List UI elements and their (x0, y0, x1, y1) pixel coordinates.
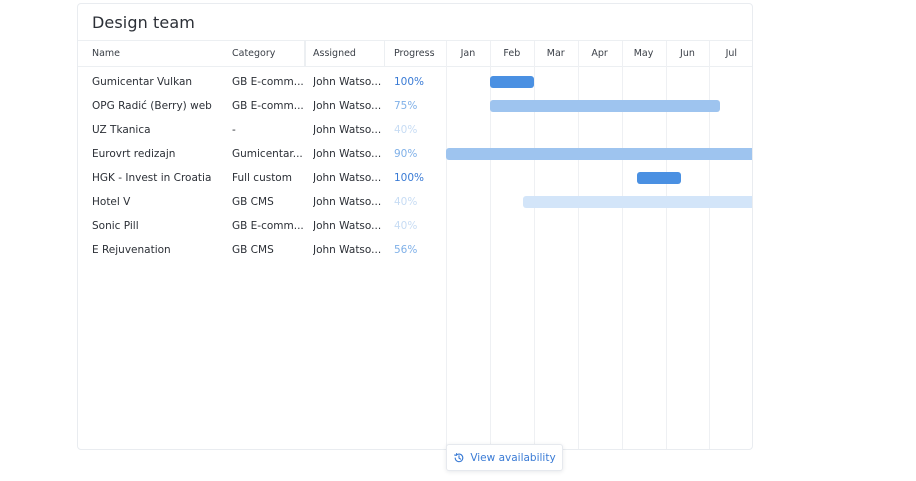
timeline-gridline (489, 41, 491, 449)
project-row[interactable]: OPG Radić (Berry) web GB E-comm... John Wa… (78, 94, 752, 118)
project-name: HGK - Invest in Croatia (92, 172, 212, 184)
project-progress: 100% (394, 172, 425, 184)
table-header: Name Category Assigned Progress Jan Feb Ma… (78, 40, 752, 67)
month-header-jul: Jul (725, 48, 738, 59)
timeline-bar[interactable] (489, 76, 534, 88)
timeline-bar[interactable] (446, 148, 752, 160)
project-progress: 40% (394, 124, 418, 136)
project-category: GB E-comm... (232, 220, 304, 232)
project-row[interactable]: Hotel V GB CMS John Watso... 40% (78, 190, 752, 214)
month-header-apr: Apr (591, 48, 608, 59)
column-header-progress[interactable]: Progress (394, 48, 435, 59)
view-availability-label: View availability (470, 451, 556, 464)
timeline-bar[interactable] (522, 196, 752, 208)
project-row[interactable]: UZ Tkanica - John Watso... 40% (78, 118, 752, 142)
project-name: E Rejuvenation (92, 244, 171, 256)
project-row[interactable]: HGK - Invest in Croatia Full custom John W… (78, 166, 752, 190)
project-category: - (232, 124, 236, 136)
timeline-bar[interactable] (636, 172, 681, 184)
project-name: UZ Tkanica (92, 124, 151, 136)
timeline-gridline (665, 41, 667, 449)
project-progress: 100% (394, 76, 425, 88)
project-progress: 75% (394, 100, 418, 112)
timeline-bar[interactable] (489, 100, 721, 112)
column-divider (304, 41, 305, 67)
timeline-gridline (621, 41, 623, 449)
project-category: GB CMS (232, 196, 274, 208)
timeline-gridline (446, 41, 447, 449)
project-name: Sonic Pill (92, 220, 139, 232)
timeline-gridline (709, 41, 711, 449)
project-assignee: John Watso... (313, 124, 382, 136)
project-progress: 40% (394, 220, 418, 232)
column-divider (305, 41, 306, 67)
project-assignee: John Watso... (313, 220, 382, 232)
view-availability-button[interactable]: View availability (446, 444, 563, 471)
project-assignee: John Watso... (313, 100, 382, 112)
project-category: GB E-comm... (232, 76, 304, 88)
design-team-panel: Design team Name Category Assigned Progr… (77, 3, 753, 450)
project-name: Eurovrt redizajn (92, 148, 176, 160)
project-progress: 90% (394, 148, 418, 160)
month-header-jan: Jan (460, 48, 476, 59)
project-progress: 40% (394, 196, 418, 208)
month-header-may: May (633, 48, 654, 59)
panel-title: Design team (92, 13, 195, 32)
month-header-mar: Mar (546, 48, 565, 59)
project-name: Hotel V (92, 196, 131, 208)
project-assignee: John Watso... (313, 244, 382, 256)
project-category: GB CMS (232, 244, 274, 256)
project-assignee: John Watso... (313, 196, 382, 208)
history-clock-icon (453, 452, 465, 464)
project-row[interactable]: Eurovrt redizajn Gumicentar... John Watso.… (78, 142, 752, 166)
project-name: Gumicentar Vulkan (92, 76, 193, 88)
project-category: Full custom (232, 172, 292, 184)
project-row[interactable]: Gumicentar Vulkan GB E-comm... John Watso.… (78, 70, 752, 94)
project-progress: 56% (394, 244, 418, 256)
timeline-gridline (533, 41, 535, 449)
month-header-jun: Jun (680, 48, 695, 59)
project-assignee: John Watso... (313, 148, 382, 160)
project-row[interactable]: E Rejuvenation GB CMS John Watso... 56% (78, 238, 752, 262)
column-header-category[interactable]: Category (232, 48, 276, 59)
project-row[interactable]: Sonic Pill GB E-comm... John Watso... 40% (78, 214, 752, 238)
project-category: Gumicentar... (232, 148, 303, 160)
project-name: OPG Radić (Berry) web (92, 100, 212, 112)
project-category: GB E-comm... (232, 100, 304, 112)
project-assignee: John Watso... (313, 76, 382, 88)
column-header-assigned[interactable]: Assigned (313, 48, 356, 59)
timeline-gridline (577, 41, 579, 449)
column-divider (384, 41, 385, 67)
month-header-feb: Feb (503, 48, 521, 59)
column-header-name[interactable]: Name (92, 48, 121, 59)
project-assignee: John Watso... (313, 172, 382, 184)
